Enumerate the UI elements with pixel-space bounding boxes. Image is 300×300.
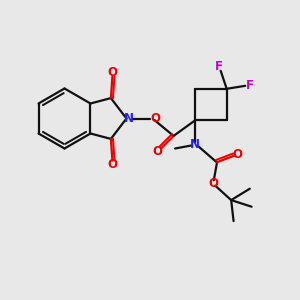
Text: O: O — [107, 66, 117, 79]
Text: O: O — [152, 145, 162, 158]
Text: O: O — [233, 148, 243, 161]
Text: O: O — [150, 112, 160, 125]
Text: O: O — [208, 177, 218, 190]
Text: N: N — [190, 138, 200, 152]
Text: F: F — [215, 60, 223, 73]
Text: O: O — [107, 158, 117, 171]
Text: F: F — [245, 79, 253, 92]
Text: N: N — [124, 112, 134, 125]
